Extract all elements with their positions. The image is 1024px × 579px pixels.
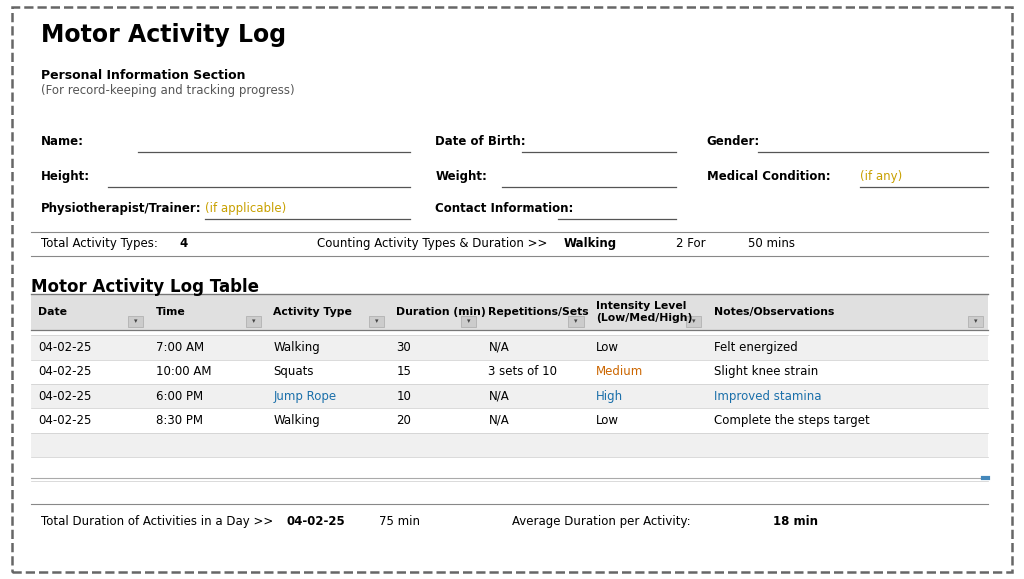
Text: (if any): (if any) xyxy=(860,170,902,183)
Text: 04-02-25: 04-02-25 xyxy=(38,390,91,402)
Text: Height:: Height: xyxy=(41,170,90,183)
Text: N/A: N/A xyxy=(488,390,509,402)
Text: Complete the steps target: Complete the steps target xyxy=(714,414,869,427)
Text: Date of Birth:: Date of Birth: xyxy=(435,135,526,148)
FancyBboxPatch shape xyxy=(128,316,143,327)
Text: ▾: ▾ xyxy=(252,318,255,324)
Text: ▾: ▾ xyxy=(692,318,695,324)
Text: Total Duration of Activities in a Day >>: Total Duration of Activities in a Day >> xyxy=(41,515,273,527)
FancyBboxPatch shape xyxy=(246,316,261,327)
Text: Physiotherapist/Trainer:: Physiotherapist/Trainer: xyxy=(41,202,202,215)
FancyBboxPatch shape xyxy=(31,408,988,433)
Text: Low: Low xyxy=(596,414,618,427)
FancyBboxPatch shape xyxy=(31,360,988,384)
Text: Squats: Squats xyxy=(273,365,314,378)
FancyBboxPatch shape xyxy=(686,316,701,327)
Text: Medium: Medium xyxy=(596,365,643,378)
Text: Improved stamina: Improved stamina xyxy=(714,390,821,402)
Text: 6:00 PM: 6:00 PM xyxy=(156,390,203,402)
Text: ▾: ▾ xyxy=(134,318,137,324)
Text: Date: Date xyxy=(38,307,67,317)
Text: N/A: N/A xyxy=(488,341,509,354)
Text: Medical Condition:: Medical Condition: xyxy=(707,170,830,183)
Text: Contact Information:: Contact Information: xyxy=(435,202,573,215)
Text: Gender:: Gender: xyxy=(707,135,760,148)
Text: 18 min: 18 min xyxy=(773,515,818,527)
Text: 50 mins: 50 mins xyxy=(748,237,795,250)
Text: 75 min: 75 min xyxy=(379,515,420,527)
Text: (For record-keeping and tracking progress): (For record-keeping and tracking progres… xyxy=(41,84,295,97)
FancyBboxPatch shape xyxy=(31,384,988,408)
Text: 4: 4 xyxy=(179,237,187,250)
Text: 04-02-25: 04-02-25 xyxy=(287,515,345,527)
Text: High: High xyxy=(596,390,623,402)
Text: Total Activity Types:: Total Activity Types: xyxy=(41,237,158,250)
Text: 04-02-25: 04-02-25 xyxy=(38,341,91,354)
Text: Counting Activity Types & Duration >>: Counting Activity Types & Duration >> xyxy=(317,237,548,250)
Text: Jump Rope: Jump Rope xyxy=(273,390,337,402)
Text: 10:00 AM: 10:00 AM xyxy=(156,365,211,378)
FancyBboxPatch shape xyxy=(31,335,988,360)
Text: Felt energized: Felt energized xyxy=(714,341,798,354)
Text: ▾: ▾ xyxy=(974,318,977,324)
Text: Motor Activity Log Table: Motor Activity Log Table xyxy=(31,278,259,296)
Text: Intensity Level
(Low/Med/High): Intensity Level (Low/Med/High) xyxy=(596,301,692,323)
Text: (if applicable): (if applicable) xyxy=(205,202,286,215)
Text: 8:30 PM: 8:30 PM xyxy=(156,414,203,427)
Text: 7:00 AM: 7:00 AM xyxy=(156,341,204,354)
FancyBboxPatch shape xyxy=(568,316,584,327)
FancyBboxPatch shape xyxy=(31,433,988,457)
Text: Walking: Walking xyxy=(273,341,321,354)
FancyBboxPatch shape xyxy=(31,457,988,481)
Text: Motor Activity Log: Motor Activity Log xyxy=(41,23,286,47)
Text: Activity Type: Activity Type xyxy=(273,307,352,317)
Text: Notes/Observations: Notes/Observations xyxy=(714,307,835,317)
Text: Name:: Name: xyxy=(41,135,84,148)
FancyBboxPatch shape xyxy=(369,316,384,327)
Text: ▾: ▾ xyxy=(574,318,578,324)
Text: ▾: ▾ xyxy=(375,318,378,324)
Text: Slight knee strain: Slight knee strain xyxy=(714,365,818,378)
Text: Weight:: Weight: xyxy=(435,170,487,183)
Text: Time: Time xyxy=(156,307,185,317)
Text: Repetitions/Sets: Repetitions/Sets xyxy=(488,307,589,317)
Text: ▾: ▾ xyxy=(467,318,470,324)
Text: 2 For: 2 For xyxy=(676,237,706,250)
FancyBboxPatch shape xyxy=(461,316,476,327)
Text: Average Duration per Activity:: Average Duration per Activity: xyxy=(512,515,690,527)
FancyBboxPatch shape xyxy=(12,7,1012,572)
Text: Duration (min): Duration (min) xyxy=(396,307,486,317)
Text: Low: Low xyxy=(596,341,618,354)
FancyBboxPatch shape xyxy=(31,294,988,330)
Text: Walking: Walking xyxy=(563,237,616,250)
Text: 3 sets of 10: 3 sets of 10 xyxy=(488,365,557,378)
FancyBboxPatch shape xyxy=(968,316,983,327)
Text: 20: 20 xyxy=(396,414,412,427)
Text: 30: 30 xyxy=(396,341,411,354)
Text: 10: 10 xyxy=(396,390,412,402)
Text: N/A: N/A xyxy=(488,414,509,427)
Text: 04-02-25: 04-02-25 xyxy=(38,365,91,378)
Text: Walking: Walking xyxy=(273,414,321,427)
Text: Personal Information Section: Personal Information Section xyxy=(41,69,246,82)
Text: 04-02-25: 04-02-25 xyxy=(38,414,91,427)
Text: 15: 15 xyxy=(396,365,412,378)
